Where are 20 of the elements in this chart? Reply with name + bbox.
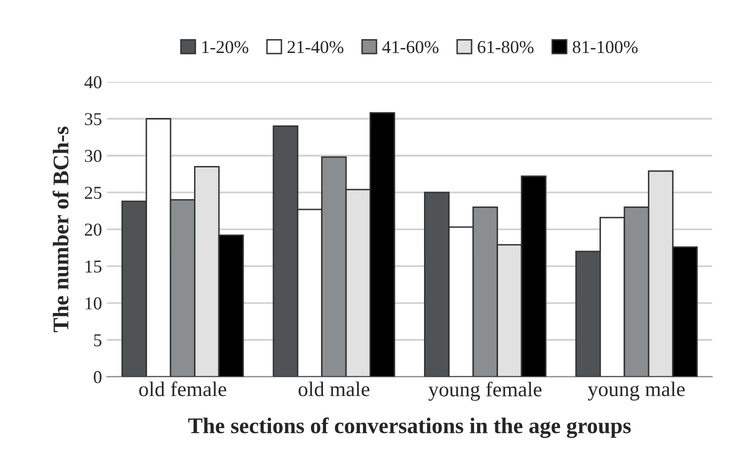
y-tick-label: 15 (86, 260, 102, 273)
y-tick-label: 40 (84, 76, 102, 88)
legend-label: 41-60% (382, 40, 438, 54)
x-tick-label: young male (588, 382, 685, 401)
legend-label: 81-100% (572, 40, 638, 54)
legend-label: 1-20% (202, 40, 248, 54)
x-tick-label: old male (298, 382, 370, 396)
y-tick-label: 5 (94, 334, 102, 346)
y-tick-label: 35 (84, 113, 102, 126)
x-tick-label: old female (139, 381, 226, 396)
y-axis-title: The number of BCh-s (52, 126, 69, 332)
x-axis-title: The sections of conversations in the age groups (188, 417, 631, 438)
x-tick-label: young female (428, 382, 542, 401)
y-tick-label: 10 (86, 297, 102, 310)
y-tick-label: 20 (84, 224, 102, 236)
y-tick-label: 25 (84, 186, 102, 199)
y-tick-label: 30 (84, 150, 102, 162)
legend-label: 61-80% (478, 40, 534, 54)
legend-label: 21-40% (288, 40, 344, 54)
y-tick-label: 0 (94, 370, 102, 384)
